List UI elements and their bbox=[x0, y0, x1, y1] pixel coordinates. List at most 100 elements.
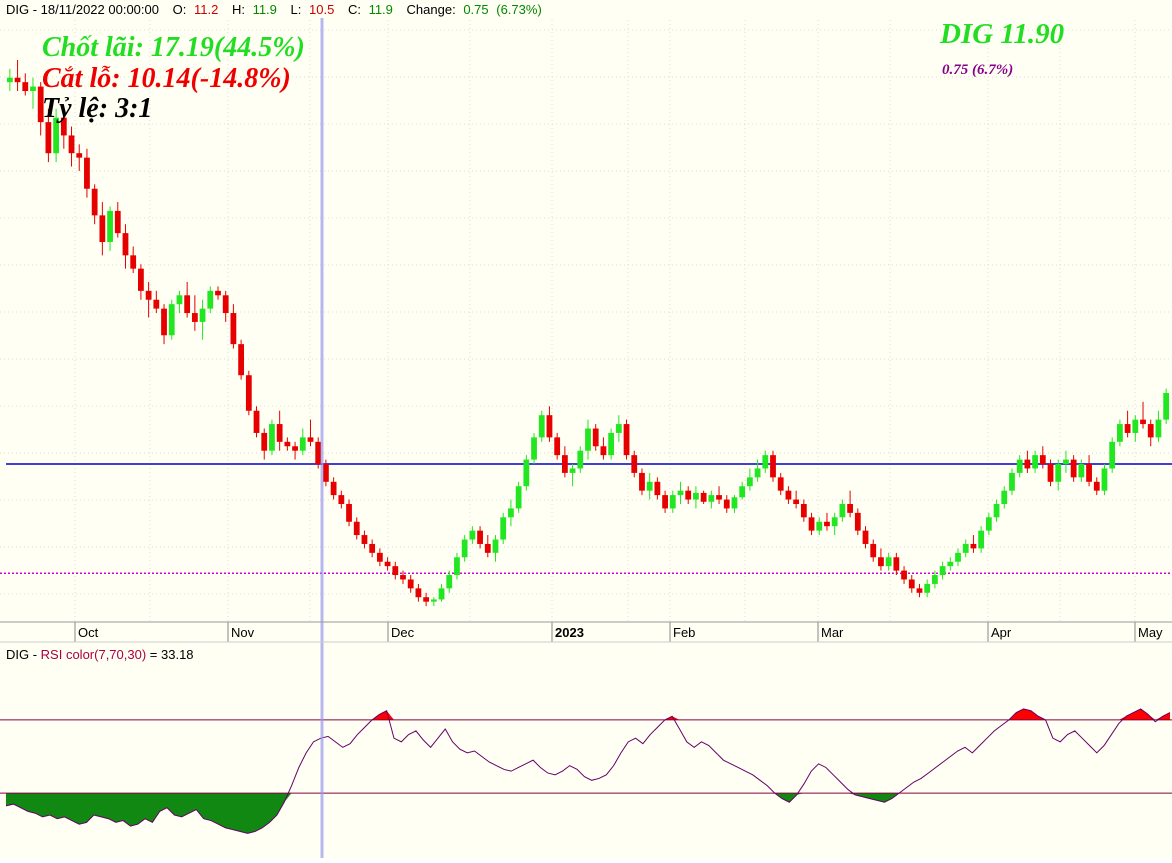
candle bbox=[847, 490, 853, 518]
candle-body bbox=[585, 428, 591, 451]
candle bbox=[901, 566, 907, 584]
close-value: 11.9 bbox=[369, 2, 393, 17]
candle-body bbox=[723, 499, 730, 509]
candle bbox=[292, 441, 298, 460]
candle-body bbox=[762, 455, 769, 469]
candle bbox=[392, 561, 399, 580]
candle bbox=[484, 535, 491, 558]
candle bbox=[862, 526, 869, 549]
candle bbox=[477, 526, 483, 549]
rsi-label: DIG - RSI color(7,70,30) = 33.18 bbox=[6, 647, 194, 662]
candle bbox=[384, 557, 391, 571]
candle-body bbox=[315, 441, 322, 465]
candle-body bbox=[1024, 459, 1031, 469]
candle-body bbox=[384, 561, 391, 567]
candle bbox=[1117, 419, 1123, 447]
candle bbox=[993, 499, 1000, 522]
candle bbox=[207, 286, 214, 314]
candle bbox=[230, 304, 237, 349]
candle-body bbox=[338, 495, 345, 504]
candle-body bbox=[1132, 419, 1139, 433]
candle bbox=[245, 370, 252, 416]
candle bbox=[723, 495, 730, 513]
candle-body bbox=[978, 530, 985, 549]
candle-body bbox=[261, 432, 268, 451]
candle-body bbox=[230, 313, 237, 345]
month-label: Oct bbox=[78, 625, 99, 640]
candle bbox=[731, 495, 738, 513]
candle bbox=[623, 419, 630, 460]
candle-body bbox=[438, 588, 445, 600]
candle-body bbox=[323, 464, 329, 482]
candle bbox=[84, 148, 90, 198]
candle-body bbox=[207, 290, 214, 309]
candle bbox=[646, 472, 653, 500]
candle bbox=[854, 508, 861, 536]
candle-body bbox=[600, 446, 607, 456]
candle bbox=[1016, 455, 1023, 478]
candle bbox=[107, 206, 113, 251]
candle bbox=[754, 459, 761, 482]
candle bbox=[615, 415, 622, 442]
candle bbox=[6, 68, 13, 92]
candle-body bbox=[1093, 481, 1100, 491]
candle bbox=[222, 290, 229, 322]
candle-body bbox=[693, 492, 699, 500]
candle-body bbox=[1101, 468, 1108, 491]
grid bbox=[0, 20, 1172, 622]
candle bbox=[353, 517, 360, 540]
candle-body bbox=[623, 424, 630, 456]
low-label: L: bbox=[291, 2, 302, 17]
candle-body bbox=[870, 543, 877, 558]
candle-body bbox=[330, 481, 337, 496]
candle bbox=[338, 490, 345, 509]
candle bbox=[1155, 410, 1162, 442]
candle-body bbox=[1055, 464, 1062, 482]
candle bbox=[831, 512, 838, 536]
candle bbox=[816, 517, 823, 536]
candle-body bbox=[161, 308, 167, 336]
candle bbox=[91, 184, 98, 225]
candle-body bbox=[654, 481, 661, 496]
candle-body bbox=[731, 497, 738, 509]
candle-body bbox=[800, 503, 807, 518]
candle-body bbox=[885, 557, 892, 567]
open-value: 11.2 bbox=[194, 2, 218, 17]
candle-body bbox=[84, 157, 90, 189]
candle bbox=[199, 299, 206, 340]
candle-body bbox=[400, 575, 406, 580]
candle-body bbox=[191, 313, 198, 322]
candle-body bbox=[176, 295, 183, 305]
candle-body bbox=[484, 543, 491, 553]
candle bbox=[585, 419, 591, 460]
candle bbox=[446, 570, 453, 593]
low-value: 10.5 bbox=[309, 2, 334, 17]
candle bbox=[870, 539, 877, 562]
candle-body bbox=[785, 490, 792, 500]
candle-body bbox=[777, 477, 784, 491]
candle bbox=[916, 583, 923, 598]
candle-body bbox=[739, 486, 746, 498]
candle bbox=[800, 499, 807, 522]
candle bbox=[677, 481, 684, 504]
candle bbox=[415, 583, 422, 602]
candle bbox=[839, 499, 846, 522]
candle-body bbox=[1001, 490, 1008, 504]
candle bbox=[931, 570, 938, 589]
candle bbox=[1063, 450, 1069, 473]
candle-body bbox=[716, 495, 722, 500]
candle bbox=[708, 490, 715, 509]
candle bbox=[22, 73, 29, 96]
candle-body bbox=[284, 441, 291, 447]
candle bbox=[76, 144, 83, 171]
candle-body bbox=[222, 295, 229, 314]
candle bbox=[346, 499, 352, 527]
candle-body bbox=[245, 375, 252, 411]
candle bbox=[693, 486, 699, 509]
high-value: 11.9 bbox=[253, 2, 277, 17]
candle bbox=[700, 490, 707, 504]
candle-body bbox=[793, 499, 800, 504]
candle bbox=[323, 459, 329, 487]
